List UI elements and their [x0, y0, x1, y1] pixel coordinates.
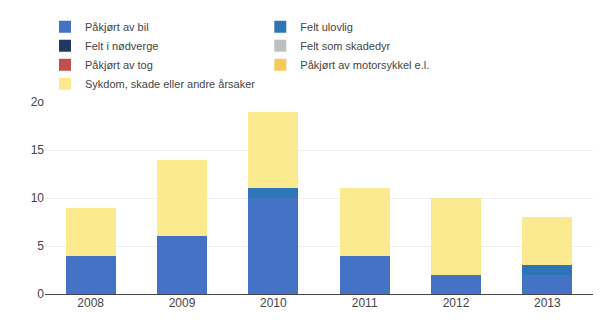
svg-text:Felt som skadedyr: Felt som skadedyr — [300, 40, 390, 52]
svg-text:Felt i nødverge: Felt i nødverge — [85, 40, 158, 52]
svg-text:Påkjørt av motorsykkel e.l.: Påkjørt av motorsykkel e.l. — [300, 59, 429, 71]
svg-text:Felt ulovlig: Felt ulovlig — [300, 21, 353, 33]
svg-text:15: 15 — [31, 143, 45, 157]
svg-text:5: 5 — [37, 239, 44, 253]
svg-text:2013: 2013 — [534, 296, 561, 310]
svg-text:2009: 2009 — [169, 296, 196, 310]
svg-text:Påkjørt av bil: Påkjørt av bil — [85, 21, 149, 33]
svg-text:10: 10 — [31, 191, 45, 205]
svg-text:2012: 2012 — [443, 296, 470, 310]
svg-text:2o: 2o — [31, 95, 45, 109]
svg-text:Sykdom, skade eller andre årsa: Sykdom, skade eller andre årsaker — [85, 78, 255, 90]
svg-text:2010: 2010 — [260, 296, 287, 310]
svg-text:2011: 2011 — [352, 296, 378, 310]
svg-text:Påkjørt av tog: Påkjørt av tog — [85, 59, 153, 71]
svg-text:2008: 2008 — [77, 296, 104, 310]
svg-text:0: 0 — [37, 287, 44, 301]
